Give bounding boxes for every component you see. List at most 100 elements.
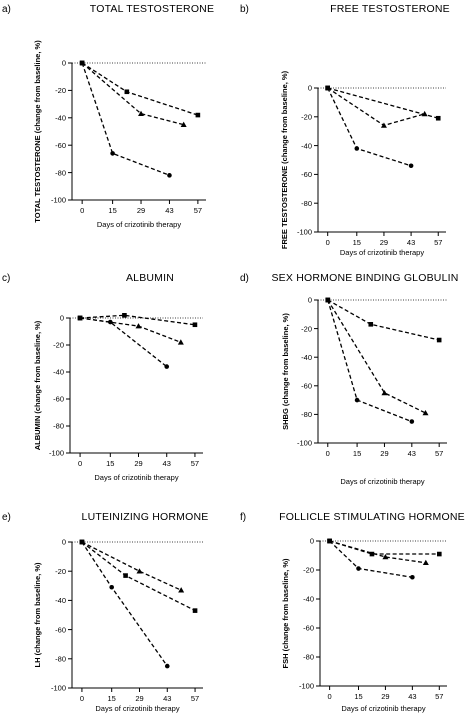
series-line-triangle xyxy=(329,540,426,564)
data-point-triangle xyxy=(138,110,145,116)
data-point-square xyxy=(437,551,442,557)
y-tick-label: -80 xyxy=(55,655,66,664)
x-tick-label: 0 xyxy=(80,206,84,215)
series-line-square xyxy=(81,62,199,116)
x-tick-label: 15 xyxy=(353,449,361,458)
series-line-triangle xyxy=(80,317,182,343)
data-point-square xyxy=(124,89,130,95)
data-point-circle xyxy=(164,663,170,669)
data-point-baseline xyxy=(79,60,85,66)
x-tick-label: 43 xyxy=(408,692,416,701)
x-tick-label: 43 xyxy=(408,449,416,458)
x-tick-label: 15 xyxy=(108,206,116,215)
x-tick-label: 15 xyxy=(108,694,116,703)
x-tick-label: 0 xyxy=(80,694,84,703)
series-line-circle xyxy=(81,541,168,667)
data-point-circle xyxy=(354,397,360,403)
y-tick-label: -60 xyxy=(301,382,312,391)
x-tick-label: 43 xyxy=(163,694,171,703)
data-point-triangle xyxy=(382,553,389,560)
data-point-triangle xyxy=(422,409,429,416)
panel-letter: b) xyxy=(240,4,249,15)
series-line-triangle xyxy=(327,299,426,414)
y-tick-label: -40 xyxy=(55,114,66,123)
data-point-square xyxy=(122,313,127,318)
x-tick-label: 15 xyxy=(353,238,361,247)
y-tick-label: -80 xyxy=(55,168,66,177)
y-tick-label: -60 xyxy=(55,141,66,150)
data-point-triangle xyxy=(180,121,187,127)
data-point-circle xyxy=(109,584,114,590)
x-axis-title: Days of crizotinib therapy xyxy=(341,704,425,713)
y-tick-label: -20 xyxy=(55,567,66,576)
data-point-baseline xyxy=(325,297,331,303)
chart-panel-a: a) TOTAL TESTOSTERONE 0 -20 -40 -60 -80 -100 0 15… xyxy=(2,3,214,229)
data-point-triangle xyxy=(422,559,429,566)
y-tick-label: -40 xyxy=(301,353,312,362)
x-tick-label: 29 xyxy=(135,694,143,703)
data-point-square xyxy=(436,337,442,343)
data-point-square xyxy=(123,573,128,578)
chart-panel-e: e) LUTEINIZING HORMONE 0 -20 -40 -60 -80 -100 0 1… xyxy=(2,511,208,713)
data-point-triangle xyxy=(421,110,428,117)
y-axis-title: TOTAL TESTOSTERONE (change from baseline… xyxy=(33,40,42,223)
y-tick-label: -20 xyxy=(301,324,312,333)
chart-panel-b: b) FREE TESTOSTERONE 0 -20 -40 -60 -80 -100 0 15 2… xyxy=(240,3,450,257)
y-tick-label: -40 xyxy=(301,141,312,150)
y-tick-label: 0 xyxy=(62,538,66,547)
x-tick-label: 43 xyxy=(163,459,171,468)
data-point-triangle xyxy=(381,389,388,396)
series-line-square xyxy=(329,540,440,555)
y-tick-label: -60 xyxy=(55,625,66,634)
data-point-square xyxy=(192,608,198,613)
series-line-square xyxy=(327,87,439,119)
x-tick-label: 29 xyxy=(137,206,145,215)
panel-letter: f) xyxy=(240,512,246,523)
y-tick-label: -20 xyxy=(303,566,314,575)
data-point-baseline xyxy=(327,538,332,544)
data-point-circle xyxy=(108,319,113,325)
y-tick-label: 0 xyxy=(308,84,312,93)
x-tick-label: 57 xyxy=(194,206,202,215)
y-tick-label: -100 xyxy=(51,196,66,205)
x-axis-title: Days of crizotinib therapy xyxy=(340,248,424,257)
data-point-square xyxy=(435,115,441,121)
x-axis-title: Days of crizotinib therapy xyxy=(97,220,181,229)
y-tick-label: -100 xyxy=(297,228,312,237)
y-tick-label: -20 xyxy=(301,113,312,122)
x-tick-label: 57 xyxy=(435,449,443,458)
y-tick-label: -40 xyxy=(55,596,66,605)
series-line-triangle xyxy=(327,87,425,127)
data-point-square xyxy=(195,112,201,118)
data-point-circle xyxy=(110,151,115,156)
data-point-circle xyxy=(408,163,414,169)
x-tick-label: 57 xyxy=(191,694,199,703)
panel-title: FOLLICLE STIMULATING HORMONE xyxy=(279,511,465,523)
x-tick-label: 0 xyxy=(326,449,330,458)
series-line-triangle xyxy=(81,62,184,126)
y-tick-label: 0 xyxy=(308,296,312,305)
y-tick-label: -60 xyxy=(303,624,314,633)
data-point-square xyxy=(368,322,374,327)
y-tick-label: 0 xyxy=(310,537,314,546)
y-tick-label: -80 xyxy=(301,410,312,419)
y-axis-title: ALBUMIN (change from baseline, %) xyxy=(33,320,42,450)
y-tick-label: -40 xyxy=(53,368,64,377)
x-tick-label: 29 xyxy=(380,449,388,458)
panel-letter: a) xyxy=(2,4,11,15)
x-tick-label: 29 xyxy=(380,238,388,247)
y-tick-label: -100 xyxy=(49,449,64,458)
series-line-square xyxy=(81,541,196,612)
panel-letter: d) xyxy=(240,273,249,284)
series-line-circle xyxy=(80,317,168,368)
y-axis-title: FREE TESTOSTERONE (change from baseline,… xyxy=(280,70,289,249)
x-axis-title: Days of crizotinib therapy xyxy=(95,704,179,713)
chart-panel-c: c) ALBUMIN 0 -20 -40 -60 -80 -100 0 15 29 43 57 Days … xyxy=(2,272,203,482)
data-point-baseline xyxy=(77,315,83,321)
panel-title: ALBUMIN xyxy=(126,272,174,284)
x-tick-label: 15 xyxy=(354,692,362,701)
x-tick-label: 43 xyxy=(165,206,173,215)
data-point-circle xyxy=(164,364,170,369)
y-tick-label: -80 xyxy=(303,653,314,662)
x-tick-label: 0 xyxy=(326,238,330,247)
